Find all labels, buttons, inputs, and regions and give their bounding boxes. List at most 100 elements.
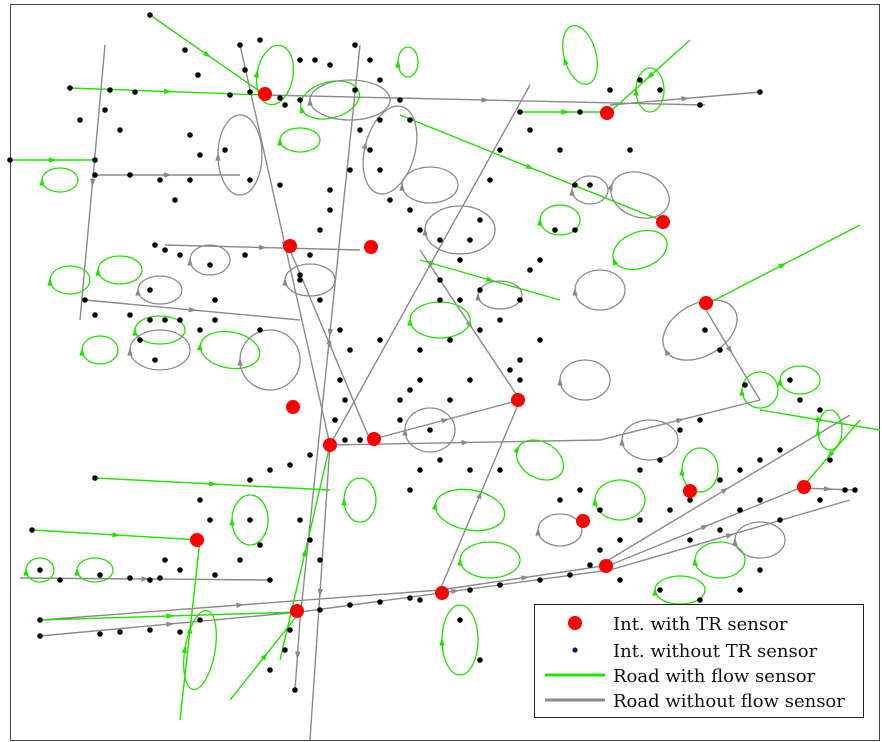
road-arrow	[732, 537, 738, 546]
legend-label-no-tr-sensor: Int. without TR sensor	[613, 641, 818, 662]
intersection-node	[187, 177, 193, 183]
intersection-node	[207, 517, 213, 523]
road-arrow	[646, 71, 655, 80]
intersection-node	[352, 87, 358, 93]
intersection-node	[787, 377, 793, 383]
road-arrow	[619, 437, 625, 446]
intersection-node	[177, 567, 183, 573]
intersection-node	[677, 427, 683, 433]
intersection-node	[357, 437, 363, 443]
road-loop	[734, 521, 786, 559]
intersection-node	[267, 667, 273, 673]
road-arrow	[215, 152, 221, 161]
intersection-node	[777, 447, 783, 453]
road-arrow	[537, 217, 543, 226]
intersection-node	[627, 147, 633, 153]
road-loop	[741, 371, 779, 409]
intersection-node	[742, 382, 748, 388]
intersection-node	[757, 89, 763, 95]
legend-label-flow-sensor: Road with flow sensor	[613, 666, 816, 687]
road-arrow	[457, 557, 463, 566]
intersection-node	[617, 537, 623, 543]
road-arrow	[777, 377, 783, 386]
intersection-node	[607, 87, 613, 93]
intersection-node	[307, 537, 313, 543]
intersection-node	[517, 377, 523, 383]
intersection-node	[497, 317, 503, 323]
intersection-node	[195, 72, 201, 78]
intersection-node	[97, 631, 103, 637]
intersection-node	[147, 577, 153, 583]
road-arrow	[563, 56, 569, 66]
network-frame	[10, 4, 880, 741]
road-arrow	[485, 276, 495, 282]
intersection-node	[657, 87, 663, 93]
intersection-node	[817, 497, 823, 503]
road-arrow	[260, 652, 268, 661]
road-arrow	[395, 59, 401, 68]
intersection-node	[457, 257, 463, 263]
intersection-node	[552, 227, 558, 233]
legend-item-no-flow-sensor: Road without flow sensor	[535, 688, 863, 712]
road-loop	[41, 167, 79, 193]
intersection-node	[282, 102, 288, 108]
road-loop	[199, 330, 261, 370]
tr-sensor-intersection	[699, 296, 713, 310]
tr-sensor-intersection	[683, 484, 697, 498]
intersection-node	[77, 117, 83, 123]
tr-sensor-intersection	[290, 604, 304, 618]
road-loop	[621, 419, 679, 461]
road-arrow	[633, 87, 639, 96]
road-arrow	[700, 524, 710, 531]
intersection-node	[517, 357, 523, 363]
road-arrow	[95, 267, 101, 276]
intersection-node	[777, 517, 783, 523]
tr-sensor-intersection	[323, 438, 337, 452]
road-arrow	[253, 69, 259, 78]
road-arrow	[326, 340, 332, 350]
intersection-node	[557, 497, 563, 503]
intersection-node	[697, 102, 703, 108]
road-arrow	[163, 172, 172, 178]
road-loop	[424, 205, 496, 255]
intersection-node	[242, 67, 248, 73]
road-loop	[81, 335, 119, 365]
intersection-node	[247, 177, 253, 183]
intersection-node	[327, 62, 333, 68]
intersection-node	[407, 207, 413, 213]
road-loop	[97, 255, 143, 285]
road-arrow	[535, 527, 541, 536]
intersection-node	[377, 337, 383, 343]
intersection-node	[222, 147, 228, 153]
intersection-node	[292, 687, 298, 693]
road-arrow	[135, 287, 141, 296]
intersection-node	[277, 182, 283, 188]
intersection-node	[487, 177, 493, 183]
intersection-node	[477, 217, 483, 223]
road-arrow	[725, 533, 735, 539]
road-arrow	[48, 157, 57, 163]
intersection-node	[697, 417, 703, 423]
road-loop	[129, 329, 191, 371]
road-without-flow-sensor	[39, 487, 856, 621]
intersection-node	[347, 602, 353, 608]
intersection-node	[737, 587, 743, 593]
intersection-node	[437, 277, 443, 283]
intersection-node	[237, 557, 243, 563]
intersection-node	[527, 127, 533, 133]
road-without-flow-sensor	[294, 44, 361, 691]
road-arrow	[236, 602, 245, 608]
road-arrow	[440, 418, 450, 424]
intersection-node	[327, 207, 333, 213]
road-arrow	[127, 347, 133, 356]
intersection-node	[687, 497, 693, 503]
tr-sensor-intersection	[511, 393, 525, 407]
road-loop	[477, 280, 523, 310]
intersection-node	[537, 257, 543, 263]
intersection-node	[257, 542, 263, 548]
road-arrow	[675, 418, 685, 424]
intersection-node	[597, 507, 603, 513]
road-arrow	[23, 567, 29, 576]
intersection-node	[227, 92, 233, 98]
intersection-node	[197, 152, 203, 158]
